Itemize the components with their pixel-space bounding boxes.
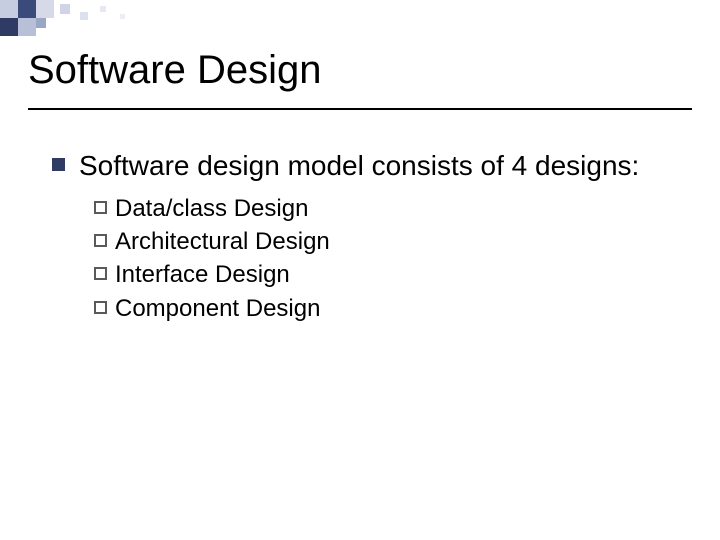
sub-bullet-text: Interface Design xyxy=(115,259,290,290)
hollow-square-bullet-icon xyxy=(94,267,107,280)
sub-bullet-item: Interface Design xyxy=(94,259,680,290)
sub-bullet-item: Data/class Design xyxy=(94,193,680,224)
decor-square xyxy=(0,18,18,36)
bullet-text: Software design model consists of 4 desi… xyxy=(79,148,639,183)
bullet-item: Software design model consists of 4 desi… xyxy=(52,148,680,183)
sub-bullet-text: Architectural Design xyxy=(115,226,330,257)
sub-bullet-item: Architectural Design xyxy=(94,226,680,257)
sub-bullet-text: Data/class Design xyxy=(115,193,308,224)
slide-title: Software Design xyxy=(28,48,692,93)
decor-square xyxy=(80,12,88,20)
sub-bullet-text: Component Design xyxy=(115,293,320,324)
decor-square xyxy=(0,0,18,18)
decor-square xyxy=(100,6,106,12)
sub-bullet-list: Data/class DesignArchitectural DesignInt… xyxy=(94,193,680,324)
hollow-square-bullet-icon xyxy=(94,301,107,314)
decor-square xyxy=(36,18,46,28)
decor-square xyxy=(120,14,125,19)
hollow-square-bullet-icon xyxy=(94,234,107,247)
hollow-square-bullet-icon xyxy=(94,201,107,214)
title-underline xyxy=(28,108,692,110)
decor-square xyxy=(18,0,36,18)
sub-bullet-item: Component Design xyxy=(94,293,680,324)
decor-square xyxy=(36,0,54,18)
slide-content: Software design model consists of 4 desi… xyxy=(52,148,680,326)
decor-square xyxy=(60,4,70,14)
title-area: Software Design xyxy=(28,48,692,93)
decor-square xyxy=(18,18,36,36)
corner-decoration xyxy=(0,0,160,36)
filled-square-bullet-icon xyxy=(52,158,65,171)
